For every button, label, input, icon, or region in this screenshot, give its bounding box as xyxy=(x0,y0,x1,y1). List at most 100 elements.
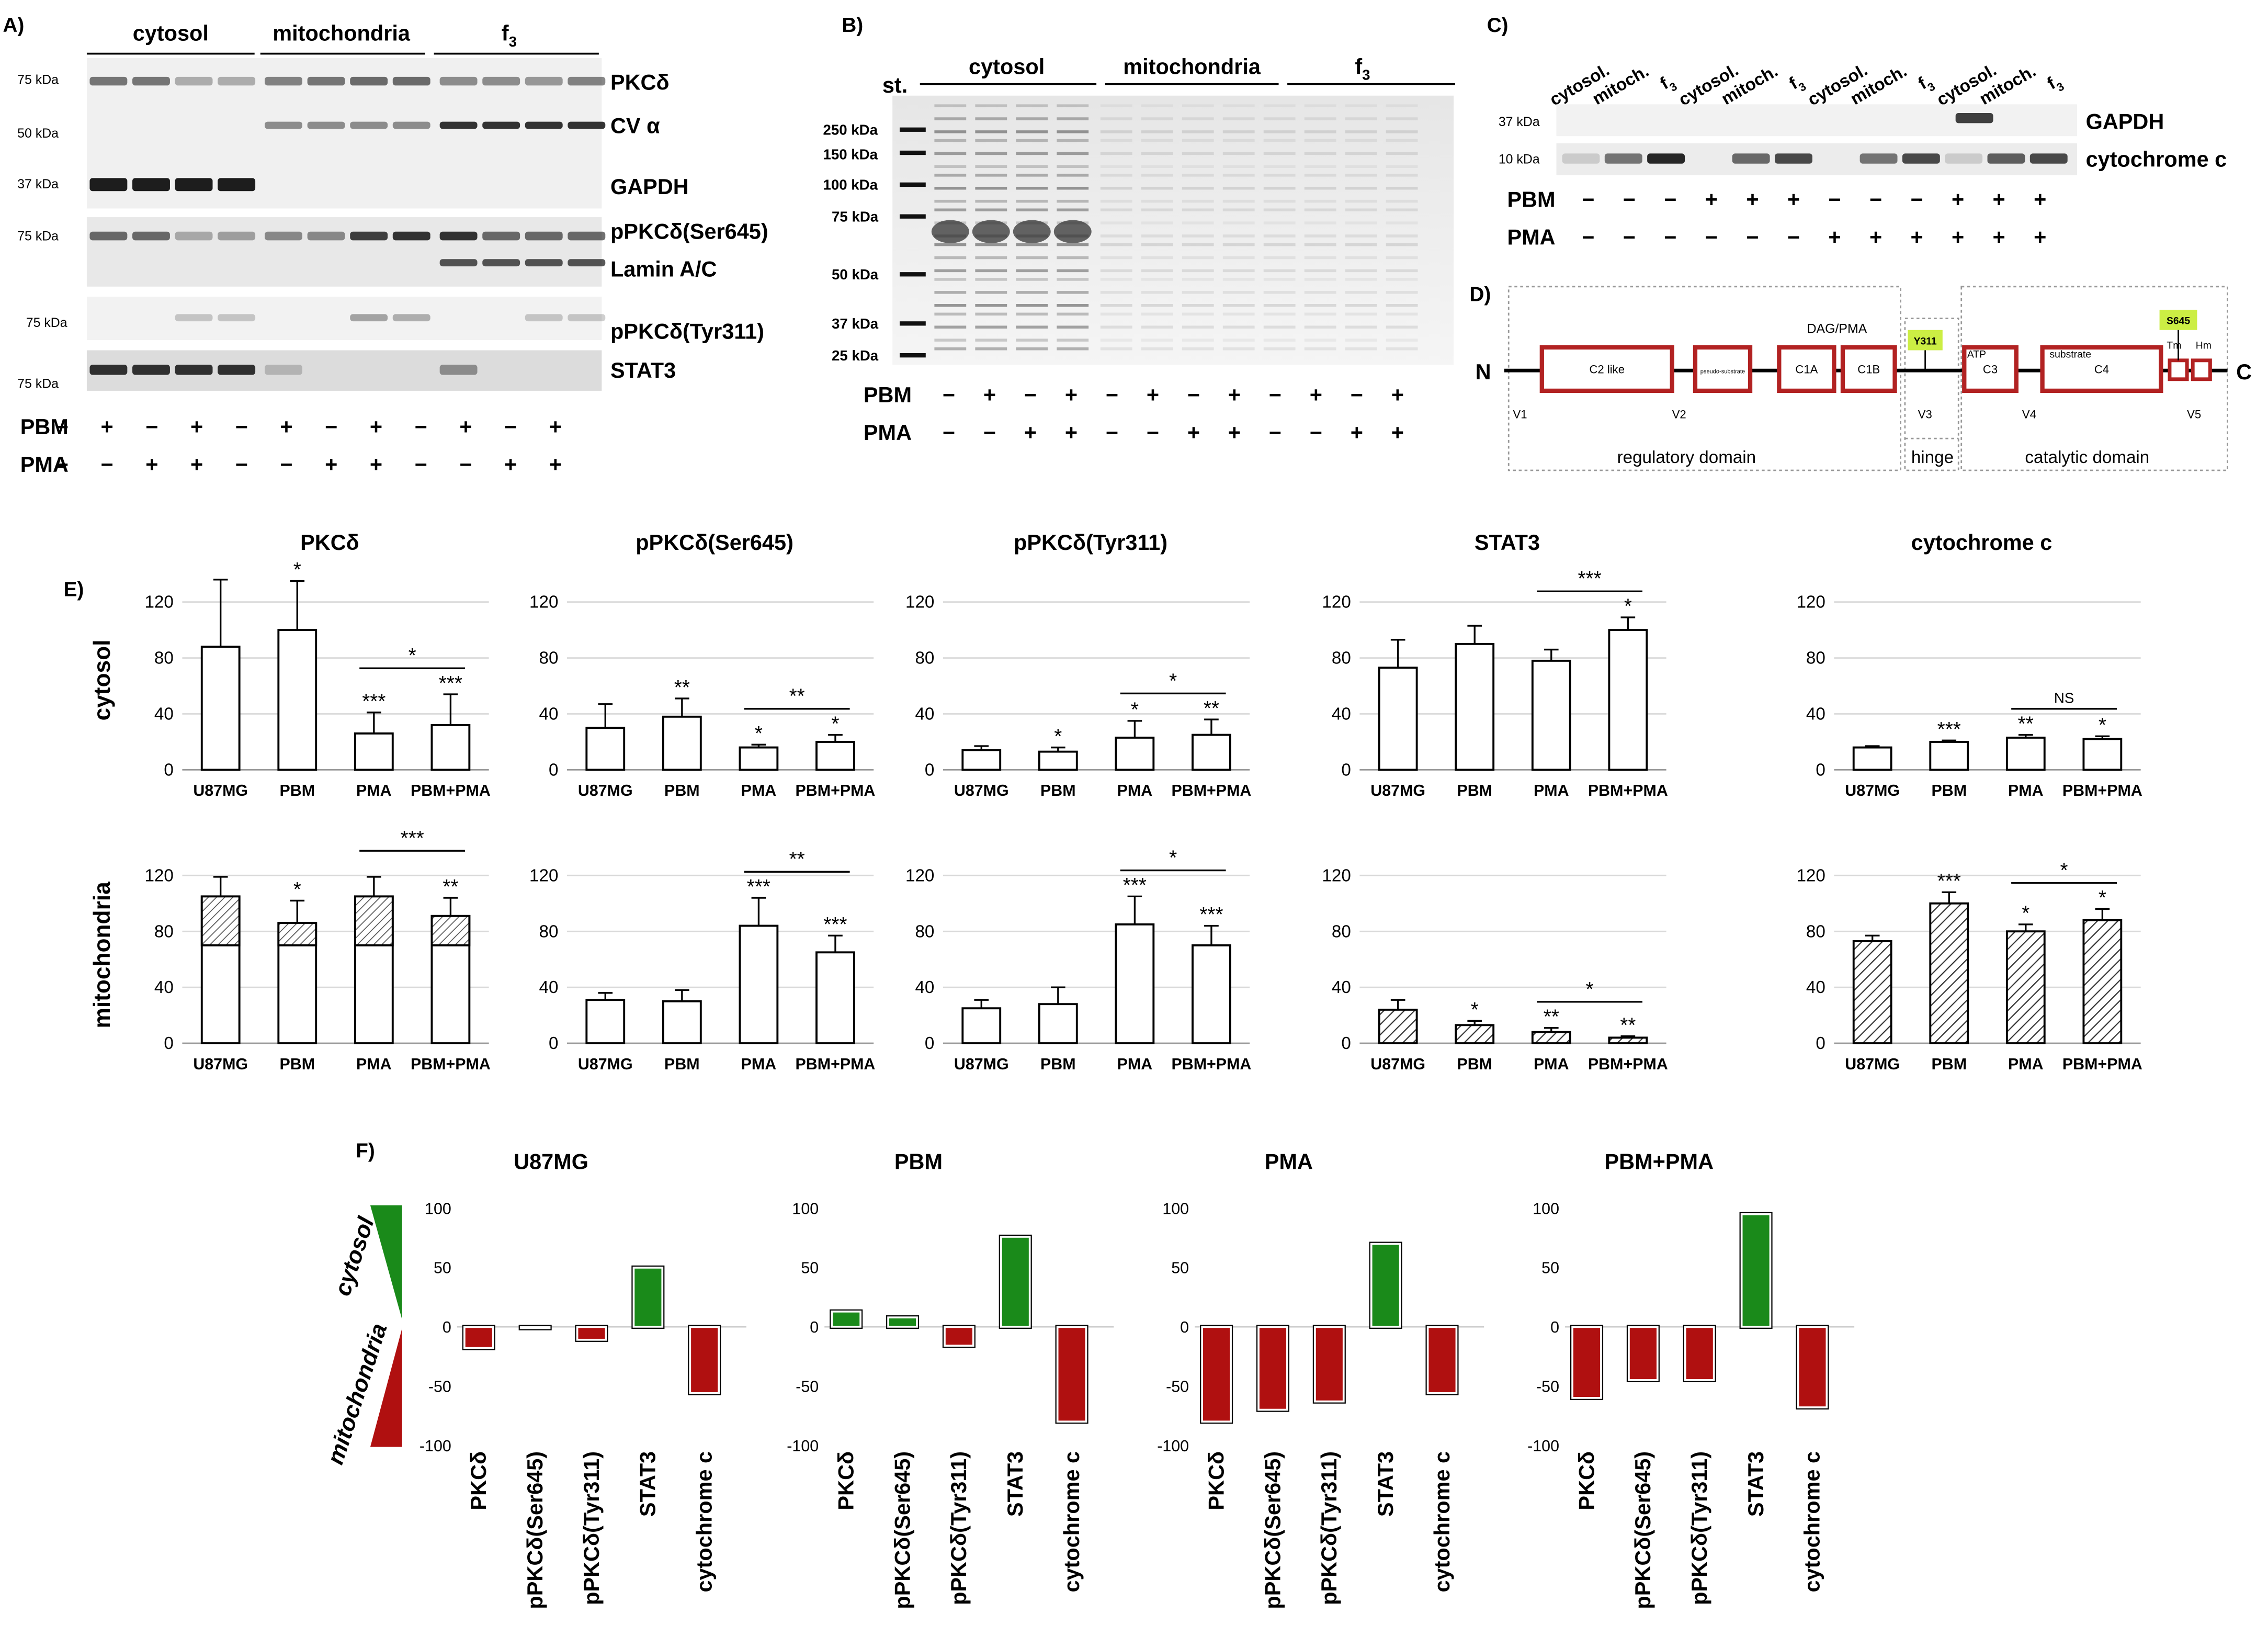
blot-a-strip-2 xyxy=(86,217,602,287)
x-tick-label: U87MG xyxy=(1845,1055,1900,1073)
gel-b-pbm-sign: − xyxy=(1187,382,1200,407)
gel-band xyxy=(934,165,967,168)
band-cytc xyxy=(1859,153,1898,164)
gel-band xyxy=(1345,208,1377,212)
y-tick-label: 50 xyxy=(434,1259,451,1277)
gel-band xyxy=(1057,312,1089,316)
band-cv-alpha xyxy=(439,121,478,129)
gel-band xyxy=(975,139,1007,142)
bar-outline xyxy=(1369,1242,1402,1329)
gel-band xyxy=(1141,243,1173,246)
bar-hatched-part xyxy=(200,895,241,946)
chart-title: PBM xyxy=(894,1149,943,1174)
gel-band xyxy=(975,269,1007,273)
x-tick-label: PBM xyxy=(279,782,315,799)
gel-band xyxy=(1016,303,1048,307)
gel-band xyxy=(1386,325,1418,329)
hinge-box xyxy=(1904,318,1959,471)
gel-band xyxy=(1304,174,1336,177)
blot-c-mw: 10 kDa xyxy=(1499,152,1540,167)
gel-band xyxy=(1263,269,1296,273)
gel-band xyxy=(1141,187,1173,190)
y-tick-label: 50 xyxy=(1541,1259,1559,1277)
gel-band xyxy=(1141,104,1173,107)
gel-band xyxy=(934,347,967,351)
gel-band xyxy=(1263,325,1296,329)
gel-band xyxy=(975,325,1007,329)
band-tyr311 xyxy=(218,314,256,322)
x-tick-label: PBM xyxy=(1457,1055,1492,1073)
chart-title: cytochrome c xyxy=(1911,530,2052,555)
blot-a-strip-3 xyxy=(86,297,602,341)
bar xyxy=(1257,1325,1289,1411)
x-tick-label: PBM+PMA xyxy=(1171,1055,1251,1073)
gel-band xyxy=(1263,278,1296,281)
gel-b-pbm-sign: + xyxy=(1065,382,1078,407)
bar xyxy=(1038,1003,1078,1045)
y-tick-label: 100 xyxy=(1533,1200,1559,1217)
bar xyxy=(1929,741,1969,771)
gel-b-pma-sign: − xyxy=(943,420,955,445)
bar xyxy=(1038,750,1078,771)
gel-band xyxy=(1057,303,1089,307)
domain-c1b xyxy=(1840,345,1897,393)
gel-band xyxy=(975,347,1007,351)
gel-band xyxy=(934,117,967,120)
bar xyxy=(815,951,855,1045)
gel-band xyxy=(1182,325,1214,329)
chart-e-0-0: PKCδ 0 40 80 120 U87MG * PBM *** PMA *** PBM+PMA * xyxy=(144,530,490,799)
panel-c-letter: C) xyxy=(1487,14,1509,37)
y-tick-label: 0 xyxy=(810,1318,819,1336)
band-pkcd xyxy=(265,76,302,86)
gel-band xyxy=(1141,291,1173,294)
y-tick-label: -50 xyxy=(796,1378,819,1396)
bar xyxy=(354,732,394,771)
y-tick-label: 0 xyxy=(1550,1318,1559,1336)
gel-band xyxy=(975,243,1007,246)
gel-band xyxy=(1386,221,1418,224)
gel-b-pma-sign: + xyxy=(1228,420,1241,445)
gel-b-mw: 37 kDa xyxy=(832,315,879,332)
gel-band xyxy=(1100,325,1132,329)
y-tick-label: 50 xyxy=(801,1259,819,1277)
gel-band xyxy=(1057,243,1089,246)
band-tyr311 xyxy=(350,314,388,322)
blot-c-pbm-sign: + xyxy=(1746,187,1759,212)
band-cv-alpha xyxy=(265,121,302,129)
gel-band xyxy=(1386,165,1418,168)
gel-band xyxy=(1100,234,1132,238)
blot-a-pma-sign: + xyxy=(370,452,382,477)
blot-a-pma-sign: − xyxy=(56,452,69,477)
blot-c-pma-sign: − xyxy=(1664,225,1676,250)
gel-band xyxy=(1386,208,1418,212)
bar-outline xyxy=(1796,1325,1829,1410)
bar xyxy=(815,741,855,771)
gel-b-pbm-sign: + xyxy=(1310,382,1322,407)
gel-band xyxy=(1222,208,1255,212)
y-tick-label: 80 xyxy=(154,649,174,668)
significance-label: * xyxy=(2099,887,2106,909)
blot-a-pbm-sign: − xyxy=(325,414,337,439)
gel-band xyxy=(1222,174,1255,177)
band-cytc xyxy=(1775,153,1812,164)
band-tyr311 xyxy=(525,314,563,322)
gel-band xyxy=(1386,234,1418,238)
y-tick-label: 80 xyxy=(154,922,174,941)
gel-band xyxy=(1016,174,1048,177)
gel-band xyxy=(1263,291,1296,294)
gel-band xyxy=(1182,165,1214,168)
x-tick-label: U87MG xyxy=(193,782,248,799)
blot-c-protein: GAPDH xyxy=(2086,109,2164,133)
gel-band xyxy=(1100,139,1132,142)
bar-outline xyxy=(518,1325,552,1330)
y-tick-label: -50 xyxy=(428,1378,451,1396)
y-tick-label: 50 xyxy=(1171,1259,1189,1277)
bar-outline xyxy=(942,1325,976,1348)
gel-band xyxy=(1345,303,1377,307)
gel-band xyxy=(1304,139,1336,142)
y-tick-label: 40 xyxy=(1332,978,1351,997)
y-tick-label: 40 xyxy=(154,705,174,724)
panel-b: B) st. cytosol mitochondria f3 250 kDa 1… xyxy=(823,14,1455,445)
band-ser645 xyxy=(392,231,430,241)
